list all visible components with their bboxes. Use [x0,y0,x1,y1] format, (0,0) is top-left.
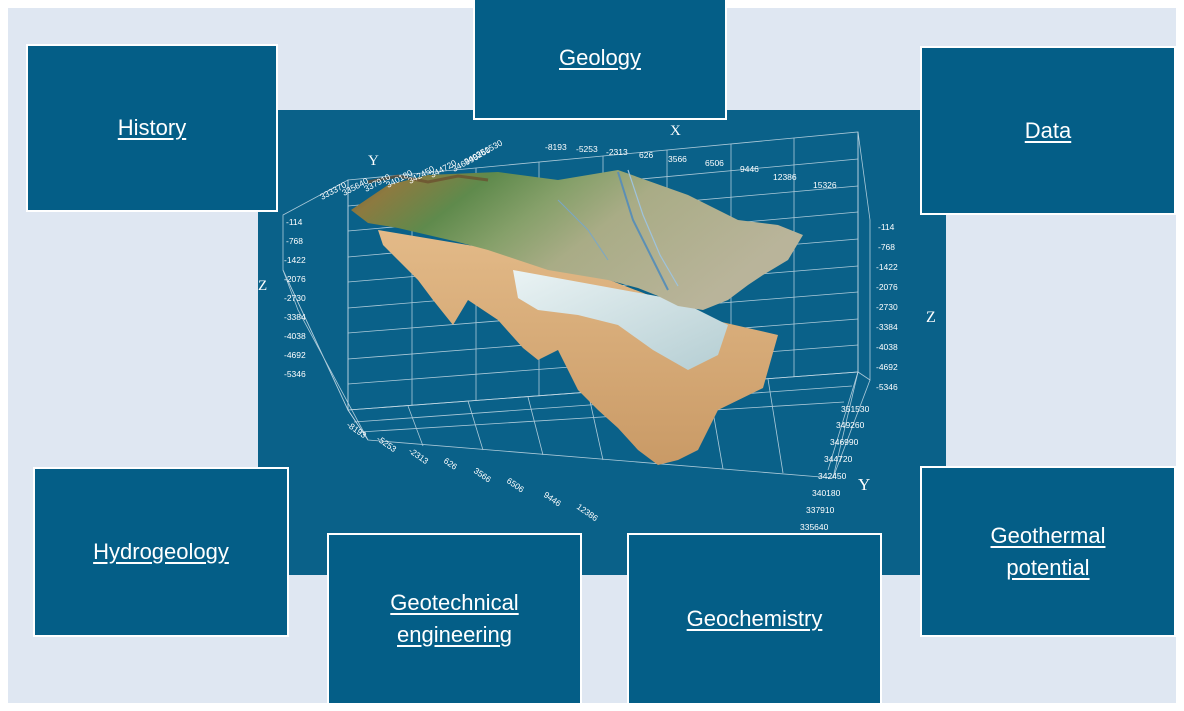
x-tick-label: -2313 [407,445,431,466]
z-tick-label: -768 [286,236,303,246]
x-tick-label: 626 [639,150,653,160]
data-tile[interactable]: Data [920,46,1176,215]
z-tick-label: -2730 [284,293,306,303]
x-tick-label: 9446 [542,489,563,508]
geotechnical-engineering-link[interactable]: Geotechnical engineering [390,590,519,647]
geothermal-potential-link[interactable]: Geothermal potential [990,522,1106,580]
geotechnical-engineering-tile[interactable]: Geotechnical engineering [327,533,582,705]
x-tick-label: -8193 [545,142,567,152]
x-tick-labels-bottom: -8193 -5253 -2313 626 3566 6506 9446 123… [345,419,600,523]
z-tick-label: -4692 [876,362,898,372]
z-tick-label: -114 [286,217,303,227]
hydrogeology-tile[interactable]: Hydrogeology [33,467,289,637]
y-tick-label: 342450 [818,471,847,481]
y-tick-labels-right: 351530 349260 346990 344720 342450 34018… [800,404,870,532]
z-tick-label: -4692 [284,350,306,360]
x-tick-label: 6506 [705,158,724,168]
geochemistry-tile[interactable]: Geochemistry [627,533,882,705]
geological-model-surface [351,169,803,465]
x-tick-label: 9446 [740,164,759,174]
x-tick-label: 6506 [505,475,526,494]
z-tick-label: -5346 [876,382,898,392]
hydrogeology-link[interactable]: Hydrogeology [93,539,229,564]
history-tile[interactable]: History [26,44,278,212]
z-tick-label: -114 [878,222,895,232]
x-tick-label: 3566 [472,465,493,484]
z-tick-label: -2076 [876,282,898,292]
axis-y-title-top: Y [368,153,379,169]
y-tick-label: 335640 [800,522,829,532]
z-tick-label: -768 [878,242,895,252]
y-tick-label: 333370 [318,179,348,201]
geological-3d-model-panel: X X Y Y Z Z -8193 -5253 -2313 626 3566 6… [258,110,946,575]
z-tick-label: -4038 [876,342,898,352]
x-tick-labels-top: -8193 -5253 -2313 626 3566 6506 9446 123… [545,142,837,190]
axis-y-title-right: Y [858,475,870,494]
z-tick-labels-right: -114 -768 -1422 -2076 -2730 -3384 -4038 … [876,222,898,392]
geological-3d-model-view: X X Y Y Z Z -8193 -5253 -2313 626 3566 6… [258,123,936,564]
y-tick-label: 351530 [841,404,870,414]
geothermal-potential-tile[interactable]: Geothermal potential [920,466,1176,637]
x-tick-label: -2313 [606,147,628,157]
geology-tile[interactable]: Geology [473,0,727,120]
x-tick-label: 626 [442,455,460,471]
x-tick-label: 15326 [813,180,837,190]
z-tick-label: -1422 [876,262,898,272]
z-tick-label: -3384 [284,312,306,322]
geology-link[interactable]: Geology [559,45,641,70]
x-tick-label: -8193 [345,419,369,440]
z-tick-label: -2076 [284,274,306,284]
x-tick-label: -5253 [576,144,598,154]
z-tick-label: -4038 [284,331,306,341]
x-tick-label: -5253 [375,433,399,454]
z-tick-labels-left: -114 -768 -1422 -2076 -2730 -3384 -4038 … [284,217,306,379]
y-tick-label: 340180 [812,488,841,498]
axis-z-title-left: Z [258,278,267,294]
geochemistry-link[interactable]: Geochemistry [686,606,823,631]
x-tick-label: 12386 [575,501,600,523]
z-tick-label: -1422 [284,255,306,265]
history-link[interactable]: History [117,115,187,140]
z-tick-label: -2730 [876,302,898,312]
z-tick-label: -3384 [876,322,898,332]
x-tick-label: 3566 [668,154,687,164]
y-tick-label: 344720 [824,454,853,464]
z-tick-label: -5346 [284,369,306,379]
data-link[interactable]: Data [1024,117,1072,143]
y-tick-label: 349260 [836,420,865,430]
y-tick-label: 337910 [806,505,835,515]
y-tick-label: 346990 [830,437,859,447]
grid-right-wall [827,131,871,479]
x-tick-label: 12386 [773,172,797,182]
axis-x-title-top: X [670,123,681,139]
axis-z-title-right: Z [926,309,936,326]
